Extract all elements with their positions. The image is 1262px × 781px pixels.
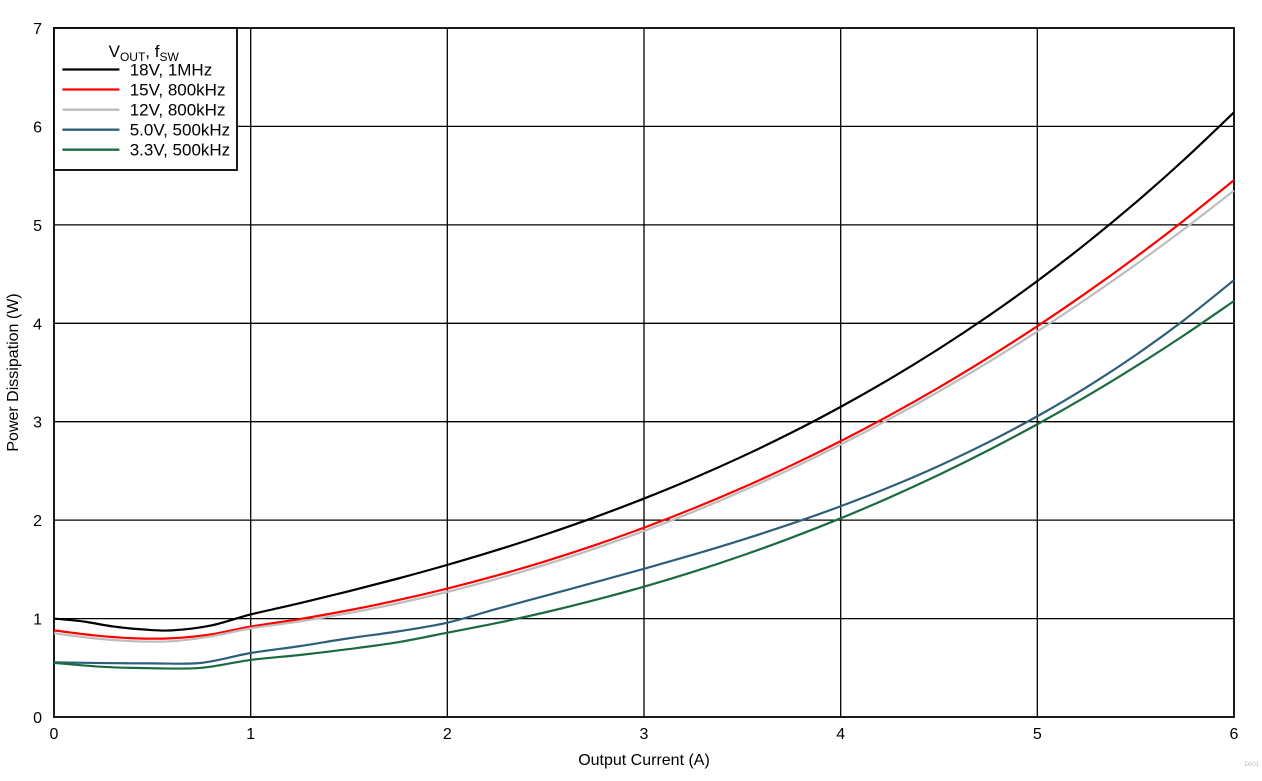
svg-text:4: 4 bbox=[33, 316, 42, 333]
svg-text:12V, 800kHz: 12V, 800kHz bbox=[130, 101, 226, 120]
svg-text:3.3V, 500kHz: 3.3V, 500kHz bbox=[130, 141, 231, 160]
svg-text:7: 7 bbox=[33, 21, 42, 38]
svg-text:1: 1 bbox=[246, 726, 255, 743]
svg-text:6: 6 bbox=[1230, 726, 1239, 743]
svg-text:Output Current (A): Output Current (A) bbox=[578, 752, 710, 769]
svg-text:1: 1 bbox=[33, 612, 42, 629]
svg-text:3: 3 bbox=[640, 726, 649, 743]
svg-text:2: 2 bbox=[33, 513, 42, 530]
svg-text:5.0V, 500kHz: 5.0V, 500kHz bbox=[130, 121, 231, 140]
svg-text:6: 6 bbox=[33, 119, 42, 136]
svg-text:5: 5 bbox=[33, 218, 42, 235]
svg-text:2: 2 bbox=[443, 726, 452, 743]
svg-text:0: 0 bbox=[33, 710, 42, 727]
svg-text:0: 0 bbox=[50, 726, 59, 743]
svg-text:5: 5 bbox=[1033, 726, 1042, 743]
svg-text:4: 4 bbox=[836, 726, 845, 743]
svg-text:Power Dissipation (W): Power Dissipation (W) bbox=[5, 293, 22, 451]
svg-text:18V, 1MHz: 18V, 1MHz bbox=[130, 61, 213, 80]
svg-text:D001: D001 bbox=[1245, 762, 1260, 768]
svg-text:15V, 800kHz: 15V, 800kHz bbox=[130, 81, 226, 100]
svg-text:3: 3 bbox=[33, 415, 42, 432]
